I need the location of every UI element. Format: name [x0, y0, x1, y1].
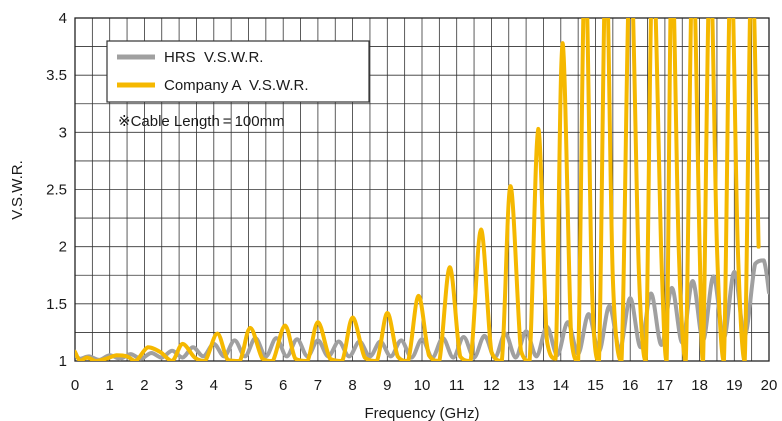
series-layer [75, 18, 769, 361]
x-tick-label: 4 [210, 377, 218, 394]
x-tick-label: 2 [140, 377, 148, 394]
legend-label-hrs: HRS V.S.W.R. [164, 49, 263, 66]
plot-frame [74, 17, 770, 362]
x-tick-label: 17 [657, 377, 674, 394]
x-tick-label: 1 [106, 377, 114, 394]
x-tick-label: 14 [552, 377, 569, 394]
y-axis-label: V.S.W.R. [9, 160, 26, 219]
x-tick-label: 20 [761, 377, 778, 394]
x-tick-label: 15 [587, 377, 604, 394]
x-tick-label: 0 [71, 377, 79, 394]
x-tick-label: 9 [383, 377, 391, 394]
y-tick-labels: 1 1.5 2 2.5 3 3.5 4 [46, 10, 67, 370]
x-tick-label: 5 [244, 377, 252, 394]
x-axis-label: Frequency (GHz) [364, 405, 479, 421]
legend-label-company-a: Company A V.S.W.R. [164, 77, 309, 94]
x-tick-label: 18 [691, 377, 708, 394]
x-tick-label: 7 [314, 377, 322, 394]
legend-box [106, 40, 370, 103]
y-tick-label: 3 [59, 124, 67, 141]
y-tick-label: 2.5 [46, 182, 67, 199]
y-tick-label: 1.5 [46, 296, 67, 313]
cable-length-note: ※Cable Length = 100mm [118, 113, 285, 130]
y-tick-label: 4 [59, 10, 67, 27]
x-tick-label: 13 [518, 377, 535, 394]
y-tick-label: 3.5 [46, 67, 67, 84]
x-tick-label: 11 [449, 377, 465, 394]
x-tick-label: 6 [279, 377, 287, 394]
x-tick-label: 12 [483, 377, 500, 394]
x-tick-label: 16 [622, 377, 639, 394]
y-tick-label: 1 [59, 353, 67, 370]
y-tick-label: 2 [59, 239, 67, 256]
x-tick-label: 3 [175, 377, 183, 394]
legend: HRS V.S.W.R. Company A V.S.W.R. [106, 40, 370, 103]
x-tick-label: 10 [414, 377, 431, 394]
x-tick-label: 19 [726, 377, 743, 394]
x-tick-labels: 0 1 2 3 4 5 6 7 8 9 10 11 12 13 14 15 16 17 18 19 20 [71, 377, 778, 394]
series-line-company-a [75, 18, 761, 361]
x-tick-label: 8 [348, 377, 356, 394]
